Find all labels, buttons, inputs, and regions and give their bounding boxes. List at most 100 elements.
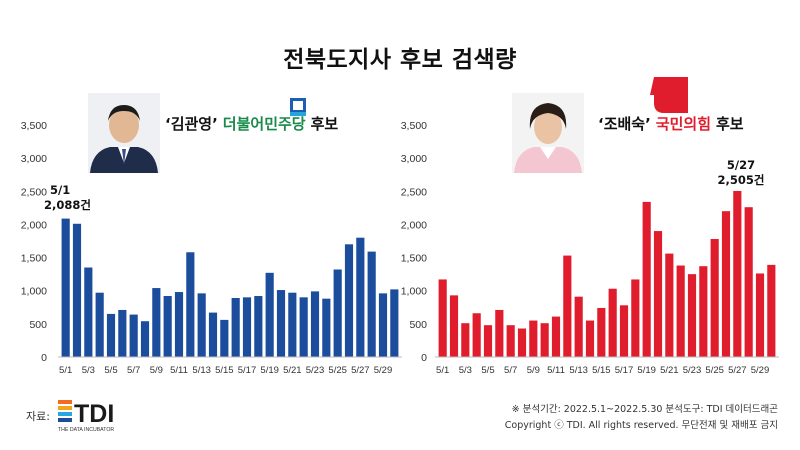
left-bar-5/29 <box>378 293 388 357</box>
candidate-label-right: ‘조배숙’ 국민의힘 후보 <box>598 113 744 134</box>
left-bar-5/24 <box>322 298 331 357</box>
right-bar-5/13 <box>574 296 583 357</box>
peak-date-right: 5/27 <box>726 158 756 172</box>
right-y-tick-label: 3,500 <box>401 120 427 132</box>
left-y-tick-label: 1,000 <box>21 286 47 298</box>
right-bar-5/18 <box>631 279 640 357</box>
right-bar-5/25 <box>710 239 719 357</box>
left-x-tick-label: 5/11 <box>170 365 188 376</box>
left-bar-5/20 <box>276 290 286 357</box>
left-x-tick-label: 5/3 <box>82 365 95 376</box>
left-x-tick-label: 5/5 <box>104 365 117 376</box>
right-bar-5/1 <box>438 279 447 357</box>
right-bar-5/15 <box>597 307 606 357</box>
left-bar-5/8 <box>140 321 150 357</box>
left-x-tick-label: 5/21 <box>283 365 302 376</box>
left-bar-5/11 <box>174 292 184 357</box>
left-x-tick-label: 5/23 <box>306 365 325 376</box>
tdi-logo: TDI THE DATA INCUBATOR <box>56 396 146 436</box>
candidate-name-left: ‘김관영’ <box>165 115 218 133</box>
right-y-tick-label: 1,000 <box>401 286 427 298</box>
peak-annotation-right: 5/27 2,505건 <box>718 158 765 188</box>
left-bar-5/2 <box>72 223 82 357</box>
right-bar-5/6 <box>495 309 504 357</box>
tdi-logo-subtext: THE DATA INCUBATOR <box>58 427 114 433</box>
left-x-tick-label: 5/25 <box>328 365 347 376</box>
right-x-tick-label: 5/3 <box>459 365 472 376</box>
left-bar-5/22 <box>299 297 308 357</box>
right-bar-5/9 <box>529 320 538 357</box>
left-y-tick-label: 3,000 <box>21 153 47 165</box>
left-bar-5/18 <box>254 296 263 357</box>
right-x-tick-label: 5/13 <box>569 365 588 376</box>
left-y-tick-label: 1,500 <box>21 253 47 265</box>
analysis-note: ※ 분석기간: 2022.5.1~2022.5.30 분석도구: TDI 데이터… <box>511 404 778 415</box>
peak-date-left: 5/1 <box>50 183 71 197</box>
right-y-tick-label: 2,500 <box>401 186 427 198</box>
left-y-tick-label: 2,000 <box>21 219 47 231</box>
left-x-tick-label: 5/17 <box>238 365 257 376</box>
candidate-photo-right <box>512 93 584 173</box>
right-bar-5/30 <box>767 264 776 357</box>
right-x-tick-label: 5/15 <box>592 365 611 376</box>
right-x-tick-label: 5/21 <box>660 365 679 376</box>
right-bar-5/2 <box>449 295 459 357</box>
left-bar-5/27 <box>356 237 365 357</box>
left-bar-5/12 <box>186 252 195 357</box>
left-y-tick-label: 0 <box>41 352 47 364</box>
candidate-label-left: ‘김관영’ 더불어민주당 후보 <box>165 113 338 134</box>
left-x-tick-label: 5/7 <box>127 365 140 376</box>
right-y-tick-label: 1,500 <box>401 253 427 265</box>
right-bar-5/16 <box>608 288 617 357</box>
party-name-right: 국민의힘 <box>655 115 711 133</box>
left-bar-5/28 <box>367 251 376 357</box>
right-bar-5/26 <box>721 211 731 357</box>
right-x-tick-label: 5/27 <box>728 365 747 376</box>
right-bar-5/21 <box>665 253 674 357</box>
right-bar-5/20 <box>653 231 663 357</box>
left-bar-5/1 <box>61 218 70 357</box>
left-x-tick-label: 5/1 <box>59 365 72 376</box>
right-bar-5/11 <box>551 316 561 357</box>
right-y-tick-label: 3,000 <box>401 153 427 165</box>
right-x-tick-label: 5/9 <box>527 365 540 376</box>
right-x-tick-label: 5/29 <box>751 365 770 376</box>
right-x-tick-label: 5/17 <box>615 365 634 376</box>
left-bar-5/23 <box>310 291 320 357</box>
left-bar-5/7 <box>129 314 138 357</box>
left-bar-5/4 <box>95 292 104 357</box>
candidate-photo-left <box>88 93 160 173</box>
right-bar-5/24 <box>699 266 708 357</box>
right-y-tick-label: 500 <box>409 319 427 331</box>
left-x-tick-label: 5/13 <box>192 365 211 376</box>
left-bar-5/26 <box>344 244 354 357</box>
left-bar-5/30 <box>390 289 399 357</box>
right-x-tick-label: 5/7 <box>504 365 517 376</box>
peak-annotation-left: 5/1 <box>50 183 90 198</box>
right-y-tick-label: 2,000 <box>401 219 427 231</box>
left-y-tick-label: 2,500 <box>21 186 47 198</box>
left-bar-5/19 <box>265 272 274 357</box>
right-bar-5/10 <box>540 323 549 357</box>
candidate-suffix-right: 후보 <box>716 115 744 133</box>
right-bar-5/8 <box>517 328 527 357</box>
right-bar-5/27 <box>733 190 742 357</box>
right-x-tick-label: 5/19 <box>637 365 656 376</box>
copyright-note: Copyright ⓒ TDI. All rights reserved. 무단… <box>504 420 778 431</box>
left-bar-5/9 <box>152 288 161 357</box>
left-bar-5/10 <box>163 296 172 357</box>
left-bar-5/3 <box>84 267 93 357</box>
party-name-left: 더불어민주당 <box>222 115 306 133</box>
left-x-tick-label: 5/15 <box>215 365 234 376</box>
right-bar-5/17 <box>619 305 629 357</box>
candidate-name-right: ‘조배숙’ <box>598 115 651 133</box>
left-x-tick-label: 5/9 <box>150 365 163 376</box>
right-x-tick-label: 5/1 <box>436 365 449 376</box>
right-bar-5/7 <box>506 325 515 357</box>
right-bar-5/29 <box>755 273 765 357</box>
peak-value-left: 2,088건 <box>44 198 91 212</box>
people-power-party-logo-icon <box>650 77 688 113</box>
left-bar-5/14 <box>208 312 218 357</box>
